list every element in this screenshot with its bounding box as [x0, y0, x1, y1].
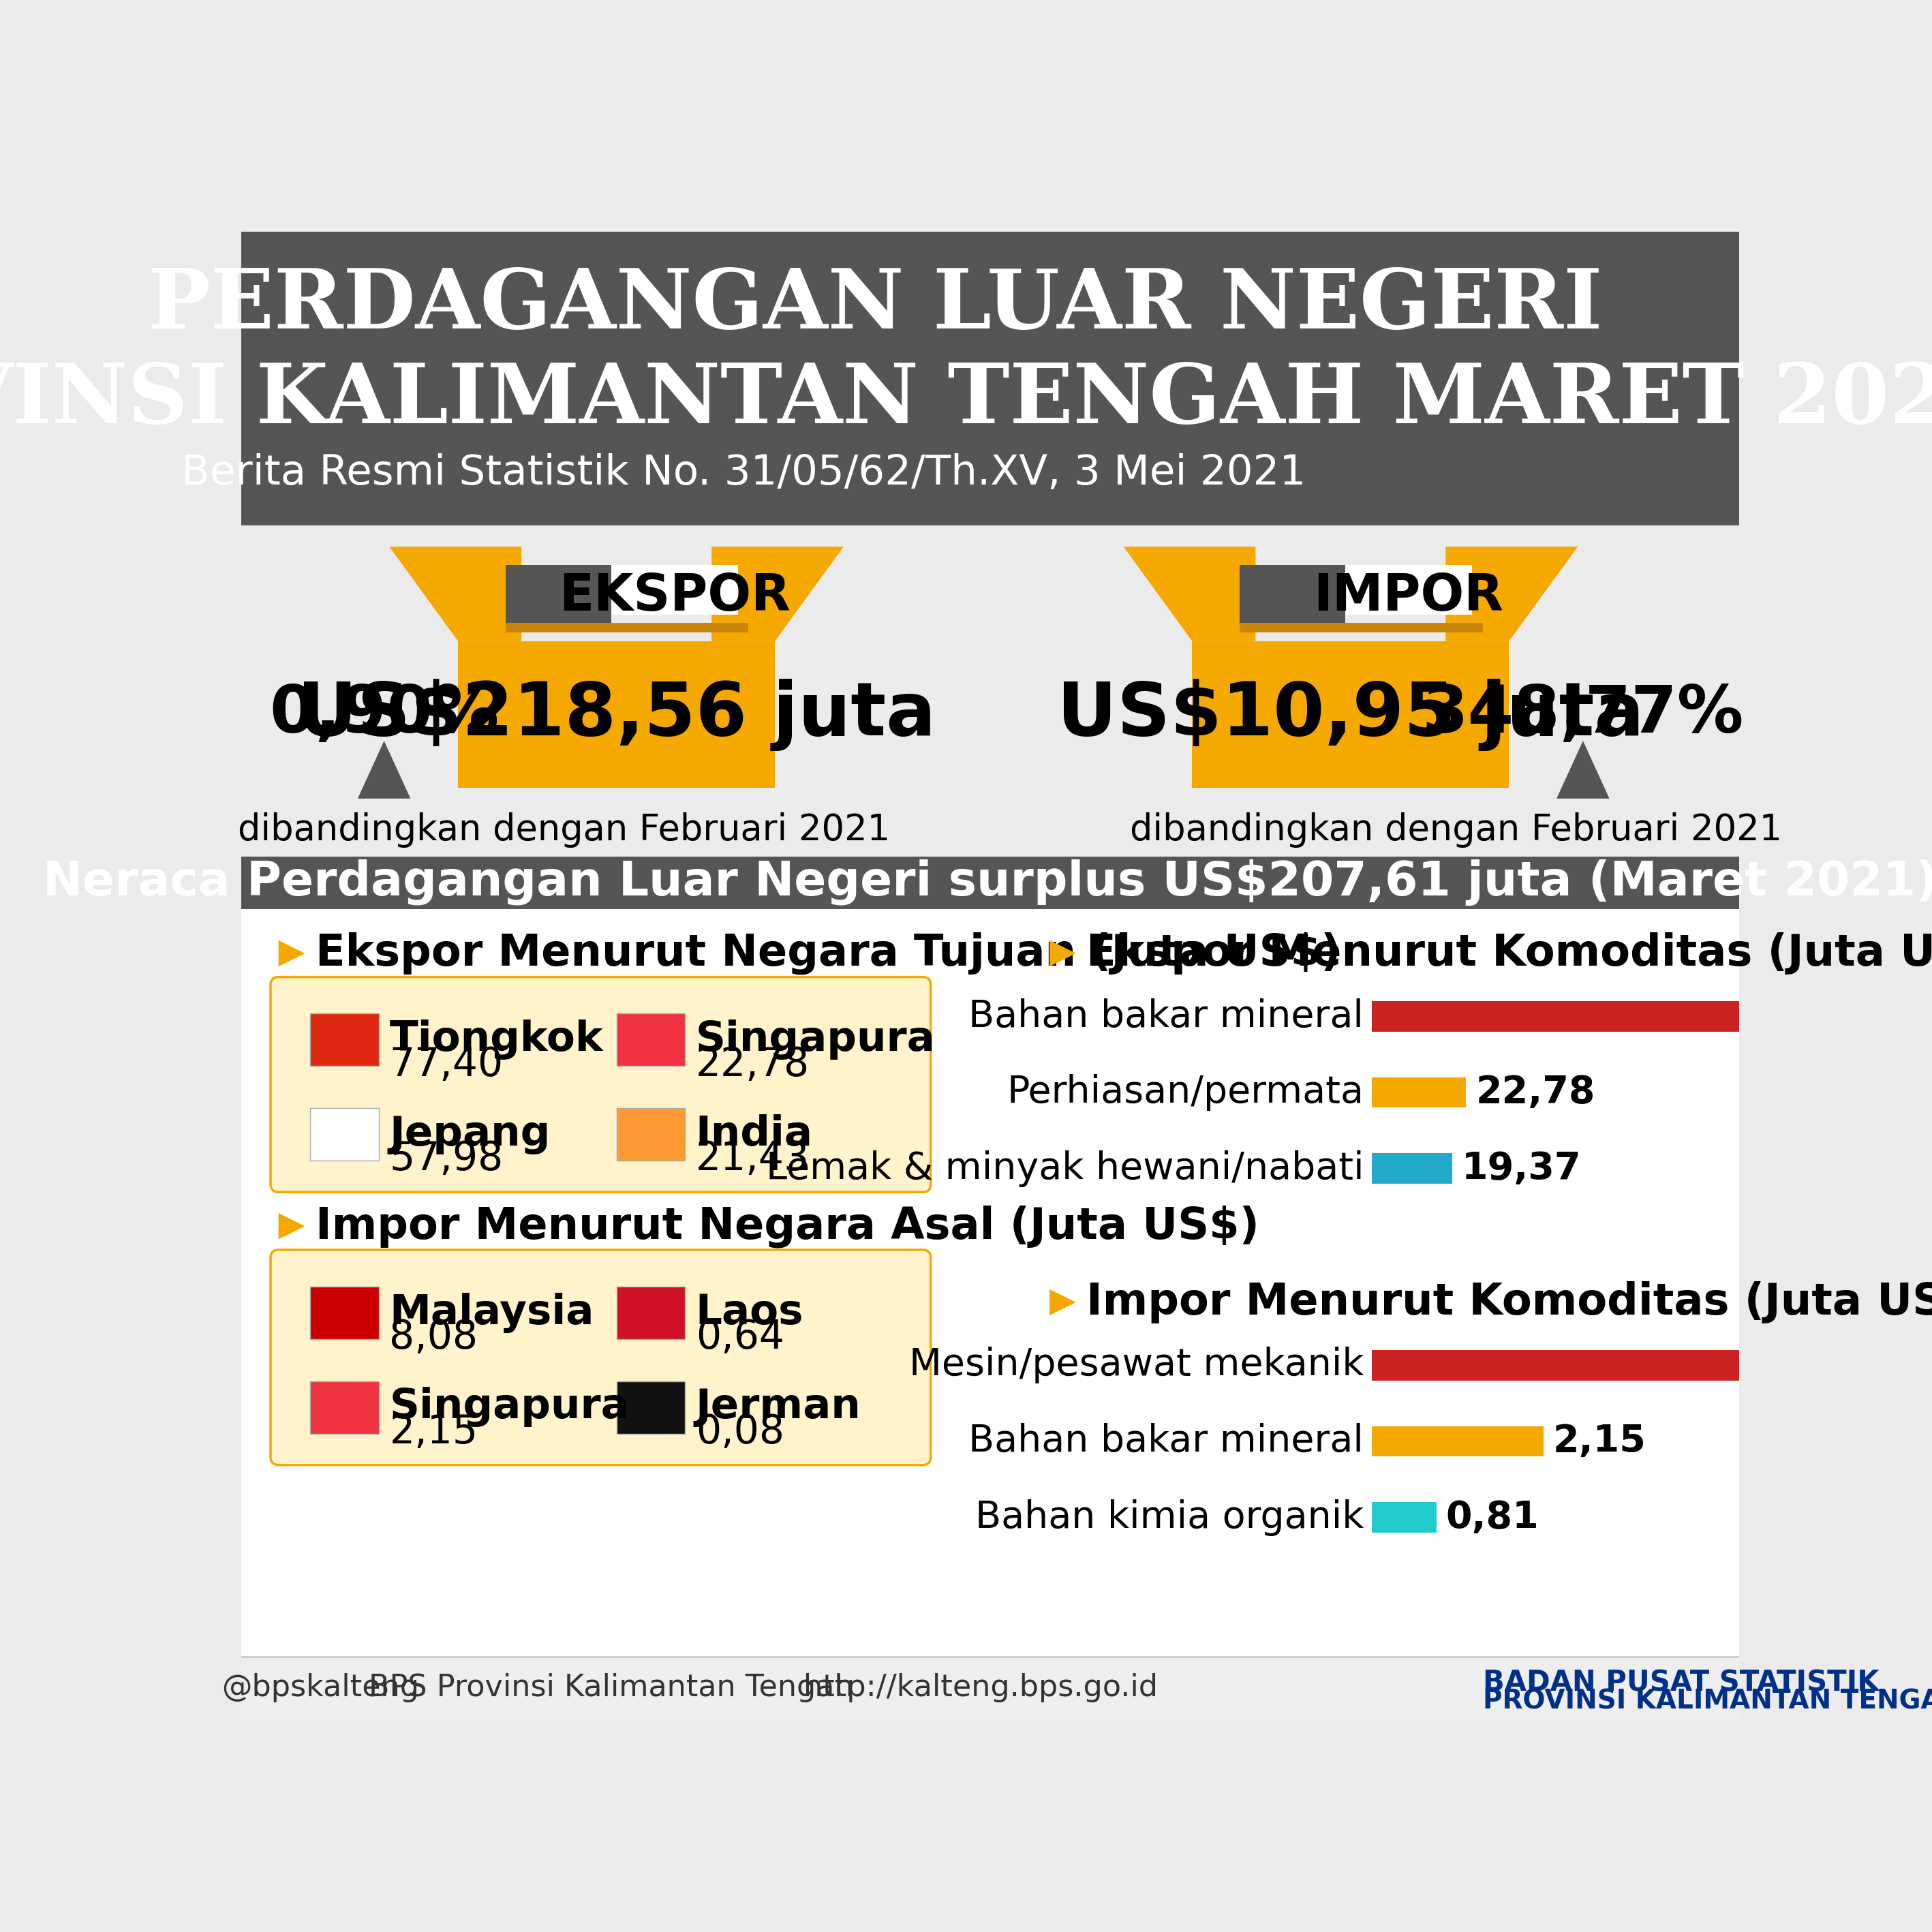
Polygon shape	[278, 1213, 305, 1238]
Bar	[1345, 564, 1472, 614]
Text: 19,37: 19,37	[1461, 1150, 1580, 1186]
Text: Jerman: Jerman	[696, 1387, 862, 1428]
Polygon shape	[1445, 547, 1578, 641]
Bar	[242, 1656, 1739, 1719]
FancyBboxPatch shape	[270, 1250, 931, 1464]
Polygon shape	[1049, 941, 1076, 966]
Text: PERDAGANGAN LUAR NEGERI: PERDAGANGAN LUAR NEGERI	[149, 265, 1602, 346]
Polygon shape	[711, 547, 844, 641]
Bar	[616, 1381, 686, 1434]
Bar	[616, 1109, 686, 1161]
Bar	[1192, 641, 1509, 788]
Text: Singapura: Singapura	[390, 1387, 630, 1428]
Bar	[242, 908, 1739, 1656]
Text: 22,78: 22,78	[696, 1045, 810, 1084]
Bar	[1240, 564, 1345, 622]
Text: 348,77%: 348,77%	[1422, 682, 1745, 746]
Bar	[458, 641, 775, 788]
Text: PROVINSI KALIMANTAN TENGAH: PROVINSI KALIMANTAN TENGAH	[1482, 1689, 1932, 1714]
Text: 0,90%: 0,90%	[269, 682, 498, 746]
Text: Tiongkok: Tiongkok	[390, 1020, 603, 1061]
Text: dibandingkan dengan Februari 2021: dibandingkan dengan Februari 2021	[1130, 811, 1783, 848]
Text: Ekspor Menurut Negara Tujuan (Juta US$): Ekspor Menurut Negara Tujuan (Juta US$)	[315, 931, 1341, 974]
Text: US$218,56 juta: US$218,56 juta	[298, 678, 935, 752]
Text: dibandingkan dengan Februari 2021: dibandingkan dengan Februari 2021	[238, 811, 891, 848]
Text: Bahan kimia organik: Bahan kimia organik	[976, 1499, 1364, 1536]
Bar	[1372, 1426, 1544, 1457]
Text: Perhiasan/permata: Perhiasan/permata	[1007, 1074, 1364, 1111]
FancyBboxPatch shape	[270, 978, 931, 1192]
Text: BPS Provinsi Kalimantan Tengah: BPS Provinsi Kalimantan Tengah	[369, 1673, 854, 1702]
Text: US$10,95 juta: US$10,95 juta	[1057, 678, 1644, 752]
Text: Singapura: Singapura	[696, 1020, 935, 1061]
Bar	[1372, 1153, 1453, 1184]
Text: India: India	[696, 1115, 813, 1155]
Text: 21,43: 21,43	[696, 1140, 810, 1179]
Bar	[506, 564, 611, 622]
Text: PROVINSI KALIMANTAN TENGAH MARET 2021: PROVINSI KALIMANTAN TENGAH MARET 2021	[0, 359, 1932, 440]
Text: 2,15: 2,15	[390, 1412, 477, 1451]
Text: Malaysia: Malaysia	[390, 1293, 593, 1333]
Text: 0,81: 0,81	[1445, 1499, 1540, 1536]
Bar	[242, 856, 1739, 908]
Bar	[311, 1287, 379, 1339]
Text: Impor Menurut Komoditas (Juta US$): Impor Menurut Komoditas (Juta US$)	[1086, 1281, 1932, 1323]
Bar	[242, 526, 1739, 831]
Text: Jepang: Jepang	[390, 1115, 551, 1155]
Bar	[311, 1109, 379, 1161]
Bar	[1372, 1001, 1932, 1032]
Bar	[1372, 1503, 1437, 1532]
Polygon shape	[1049, 1289, 1076, 1316]
Bar	[1240, 622, 1482, 632]
Text: 22,78: 22,78	[1476, 1074, 1596, 1111]
Text: Impor Menurut Negara Asal (Juta US$): Impor Menurut Negara Asal (Juta US$)	[315, 1206, 1260, 1248]
Text: 0,64: 0,64	[696, 1318, 784, 1356]
Polygon shape	[278, 941, 305, 966]
Polygon shape	[1124, 547, 1256, 641]
Text: Berita Resmi Statistik No. 31/05/62/Th.XV, 3 Mei 2021: Berita Resmi Statistik No. 31/05/62/Th.X…	[182, 454, 1306, 493]
Text: Neraca Perdagangan Luar Negeri surplus US$207,61 juta (Maret 2021): Neraca Perdagangan Luar Negeri surplus U…	[43, 860, 1932, 906]
Polygon shape	[390, 547, 522, 641]
Text: Laos: Laos	[696, 1293, 804, 1333]
Bar	[1372, 1350, 1932, 1381]
Text: 77,40: 77,40	[390, 1045, 502, 1084]
Text: 57,98: 57,98	[390, 1140, 504, 1179]
Polygon shape	[1557, 740, 1609, 798]
Text: 8,08: 8,08	[390, 1318, 477, 1356]
Text: Mesin/pesawat mekanik: Mesin/pesawat mekanik	[908, 1347, 1364, 1383]
Text: http://kalteng.bps.go.id: http://kalteng.bps.go.id	[804, 1673, 1157, 1702]
Text: Ekspor Menurut Komoditas (Juta US$): Ekspor Menurut Komoditas (Juta US$)	[1086, 933, 1932, 974]
Bar	[616, 1014, 686, 1066]
Text: IMPOR: IMPOR	[1314, 572, 1503, 622]
Bar	[506, 622, 748, 632]
Text: Bahan bakar mineral: Bahan bakar mineral	[968, 1424, 1364, 1461]
Text: 0,08: 0,08	[696, 1412, 784, 1451]
Text: 2,15: 2,15	[1553, 1424, 1646, 1461]
Text: @bpskalteng: @bpskalteng	[222, 1673, 419, 1702]
Text: BADAN PUSAT STATISTIK: BADAN PUSAT STATISTIK	[1482, 1669, 1880, 1696]
Text: EKSPOR: EKSPOR	[558, 572, 790, 622]
Bar	[311, 1014, 379, 1066]
Polygon shape	[357, 740, 410, 798]
Bar	[616, 1287, 686, 1339]
Bar	[311, 1381, 379, 1434]
Bar	[1372, 1078, 1466, 1107]
Text: Bahan bakar mineral: Bahan bakar mineral	[968, 999, 1364, 1036]
Text: Lemak & minyak hewani/nabati: Lemak & minyak hewani/nabati	[765, 1150, 1364, 1186]
Bar	[611, 564, 738, 614]
Bar	[242, 232, 1739, 526]
